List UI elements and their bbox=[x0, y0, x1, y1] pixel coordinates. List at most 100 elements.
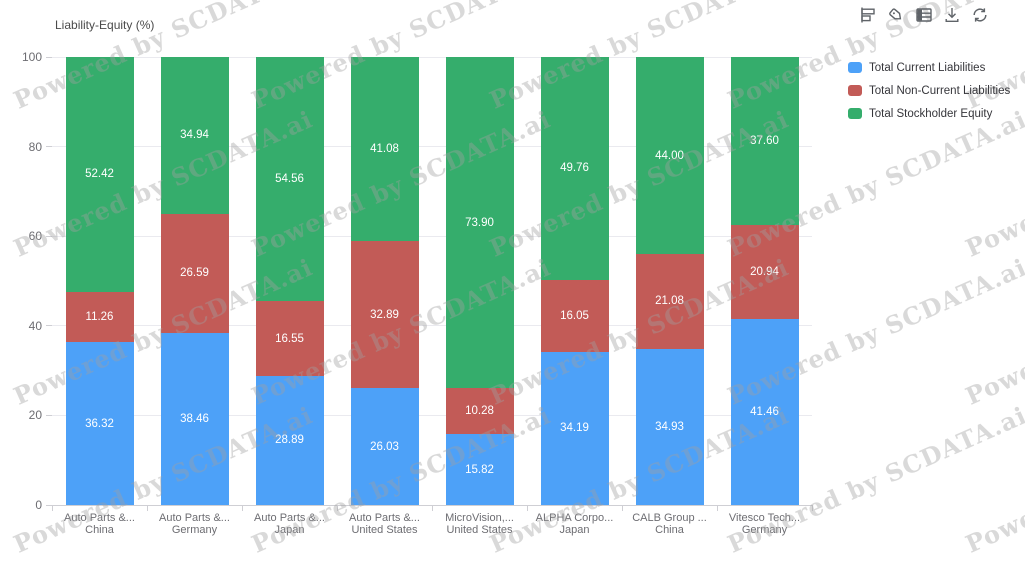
bar-segment[interactable] bbox=[255, 57, 324, 302]
bar-value-label: 73.90 bbox=[465, 216, 494, 229]
x-axis-label-company: Auto Parts &... bbox=[254, 512, 325, 524]
legend-item[interactable]: Total Stockholder Equity bbox=[848, 102, 1010, 125]
bar-value-label: 26.03 bbox=[370, 440, 399, 453]
y-axis-tick bbox=[46, 235, 52, 237]
gridline bbox=[52, 325, 812, 327]
refresh-icon bbox=[973, 8, 987, 22]
x-axis-label: Vitesco Tech... Germany bbox=[717, 512, 812, 536]
bar-segment[interactable] bbox=[350, 241, 419, 389]
legend-swatch bbox=[848, 85, 862, 96]
bar-value-label: 38.46 bbox=[180, 412, 209, 425]
bar-segment[interactable] bbox=[445, 388, 514, 435]
bar-segment[interactable] bbox=[540, 279, 609, 352]
bar-segment[interactable] bbox=[730, 57, 799, 226]
y-axis-label: 100 bbox=[21, 50, 42, 64]
bar-value-label: 28.89 bbox=[275, 434, 304, 447]
x-axis-label-company: Auto Parts &... bbox=[349, 512, 420, 524]
gridline bbox=[52, 56, 812, 58]
bar-segment[interactable] bbox=[730, 225, 799, 320]
x-axis-tick bbox=[431, 505, 433, 511]
refresh-icon-button[interactable] bbox=[970, 5, 990, 25]
bar-segment[interactable] bbox=[730, 319, 799, 505]
bar-segment[interactable] bbox=[540, 351, 609, 505]
bar-value-label: 54.56 bbox=[275, 173, 304, 186]
gridline bbox=[52, 414, 812, 416]
bar-segment[interactable] bbox=[445, 57, 514, 389]
x-axis-tick bbox=[146, 505, 148, 511]
watermark-text: Powered by SCDATA.ai bbox=[961, 252, 1025, 411]
tag-icon bbox=[889, 8, 902, 20]
x-axis-label-company: Auto Parts &... bbox=[64, 512, 135, 524]
bar-value-label: 41.46 bbox=[750, 406, 779, 419]
bar-chart-icon-button[interactable] bbox=[858, 5, 878, 25]
legend-label: Total Non-Current Liabilities bbox=[869, 84, 1011, 97]
legend-label: Total Current Liabilities bbox=[869, 61, 986, 74]
bar-segment[interactable] bbox=[350, 388, 419, 505]
legend-item[interactable]: Total Non-Current Liabilities bbox=[848, 79, 1010, 102]
x-axis-label-country: United States bbox=[446, 524, 513, 536]
bar-value-label: 44.00 bbox=[655, 149, 684, 162]
x-axis-label: Auto Parts &... Japan bbox=[242, 512, 337, 536]
bar-segment[interactable] bbox=[65, 291, 134, 343]
x-axis-label-country: Japan bbox=[559, 524, 590, 536]
x-axis-label: Auto Parts &... China bbox=[52, 512, 147, 536]
gridline bbox=[52, 235, 812, 237]
tag-icon-button[interactable] bbox=[886, 5, 906, 25]
chart-toolbar bbox=[858, 5, 990, 25]
bar-value-label: 32.89 bbox=[370, 308, 399, 321]
bar-segment[interactable] bbox=[255, 301, 324, 376]
bar-segment[interactable] bbox=[65, 57, 134, 292]
y-axis-tick bbox=[46, 146, 52, 148]
bar-segment[interactable] bbox=[160, 57, 229, 214]
bar-chart-icon bbox=[861, 7, 875, 23]
bar-value-label: 11.26 bbox=[85, 311, 114, 324]
download-icon-button[interactable] bbox=[942, 5, 962, 25]
x-axis-label: MicroVision,... United States bbox=[432, 512, 527, 536]
legend-label: Total Stockholder Equity bbox=[869, 107, 993, 120]
x-axis-tick bbox=[51, 505, 53, 511]
y-axis-tick bbox=[46, 414, 52, 416]
x-axis-label-country: Japan bbox=[274, 524, 305, 536]
bar-value-label: 16.05 bbox=[560, 309, 589, 322]
bar-segment[interactable] bbox=[350, 57, 419, 242]
x-axis-label-company: Auto Parts &... bbox=[159, 512, 230, 524]
bar-segment[interactable] bbox=[160, 332, 229, 505]
bar-value-label: 37.60 bbox=[750, 135, 779, 148]
gridline bbox=[52, 146, 812, 148]
y-axis-tick bbox=[46, 325, 52, 327]
x-axis-label: Auto Parts &... Germany bbox=[147, 512, 242, 536]
table-icon-button[interactable] bbox=[914, 5, 934, 25]
x-axis-tick bbox=[526, 505, 528, 511]
x-axis-label-company: Vitesco Tech... bbox=[728, 512, 801, 524]
x-axis-label-country: Germany bbox=[171, 524, 218, 536]
x-axis-label: CALB Group ... China bbox=[622, 512, 717, 536]
y-axis-label: 0 bbox=[35, 498, 42, 512]
bar-segment[interactable] bbox=[540, 57, 609, 280]
bar-value-label: 10.28 bbox=[465, 405, 494, 418]
table-icon bbox=[916, 8, 932, 22]
bar-value-label: 52.42 bbox=[85, 168, 114, 181]
bar-segment[interactable] bbox=[160, 213, 229, 333]
x-axis-label-country: China bbox=[655, 524, 684, 536]
bar-segment[interactable] bbox=[635, 348, 704, 505]
chart-title: Liability-Equity (%) bbox=[55, 18, 155, 32]
bar-segment[interactable] bbox=[635, 56, 704, 255]
bar-segment[interactable] bbox=[255, 375, 324, 505]
legend-swatch bbox=[848, 62, 862, 73]
bar-value-label: 34.93 bbox=[655, 420, 684, 433]
watermark-text: Powered by SCDATA.ai bbox=[961, 104, 1025, 263]
bar-segment[interactable] bbox=[445, 434, 514, 505]
bar-segment[interactable] bbox=[635, 254, 704, 349]
y-axis-label: 60 bbox=[28, 229, 42, 244]
x-axis-label-company: MicroVision,... bbox=[445, 512, 514, 524]
y-axis-tick bbox=[46, 504, 52, 506]
bar-segment[interactable] bbox=[65, 342, 134, 505]
x-axis-label-company: CALB Group ... bbox=[632, 512, 707, 524]
download-icon bbox=[945, 8, 959, 22]
legend-item[interactable]: Total Current Liabilities bbox=[848, 56, 1010, 79]
bar-value-label: 21.08 bbox=[655, 295, 684, 308]
legend-swatch bbox=[848, 108, 862, 119]
x-axis-label-company: ALPHA Corpo... bbox=[535, 512, 614, 524]
watermark-text: Powered by SCDATA.ai bbox=[961, 400, 1025, 559]
bar-value-label: 49.76 bbox=[560, 162, 589, 175]
